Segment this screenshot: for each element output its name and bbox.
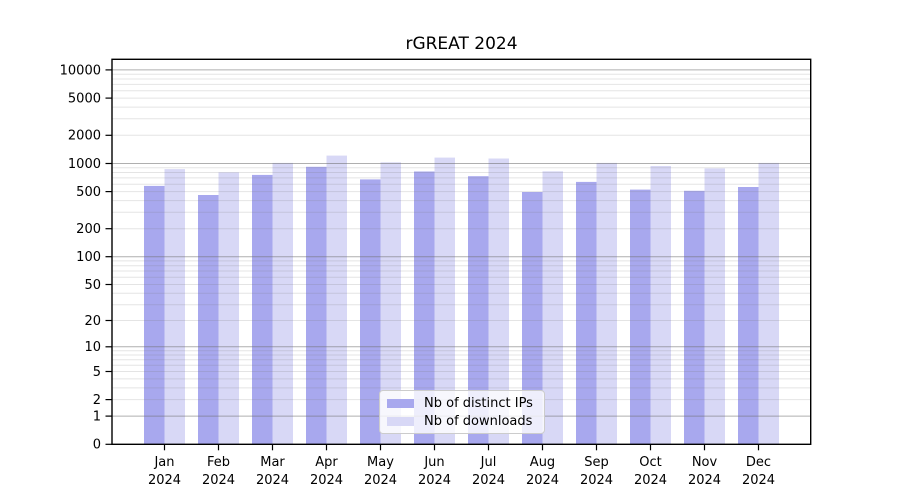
- bar-jan-distinct-ips: [144, 185, 165, 445]
- y-tick-label: 2000: [68, 129, 101, 144]
- bar-jul-downloads: [488, 158, 509, 445]
- bar-apr-downloads: [326, 155, 347, 445]
- bar-dec-downloads: [758, 162, 779, 445]
- x-tick-label: May 2024: [364, 455, 397, 488]
- y-tick-label: 10000: [60, 63, 101, 78]
- y-tick-label: 2: [93, 393, 101, 408]
- bar-jul-distinct-ips: [468, 176, 489, 445]
- x-tick-label: Apr 2024: [310, 455, 343, 488]
- y-tick-label: 200: [76, 222, 101, 237]
- bar-may-distinct-ips: [360, 179, 381, 445]
- bar-sep-distinct-ips: [576, 181, 597, 445]
- y-tick-label: 500: [76, 185, 101, 200]
- bar-aug-distinct-ips: [522, 192, 543, 445]
- legend-row-distinct-ips: Nb of distinct IPs: [387, 397, 544, 410]
- y-tick-label: 5: [93, 365, 101, 380]
- y-tick-label: 50: [84, 278, 101, 293]
- y-tick-label: 100: [76, 250, 101, 265]
- legend: Nb of distinct IPs Nb of downloads: [379, 390, 545, 434]
- y-tick-label: 20: [84, 314, 101, 329]
- bar-jun-downloads: [434, 157, 455, 445]
- x-tick-label: Jul 2024: [472, 455, 505, 488]
- bar-may-downloads: [380, 162, 401, 445]
- y-tick-label: 10: [84, 340, 101, 355]
- axes-layer: [105, 58, 812, 451]
- bar-feb-distinct-ips: [198, 195, 219, 445]
- legend-label-downloads: Nb of downloads: [424, 413, 533, 429]
- bar-sep-downloads: [596, 162, 617, 445]
- x-tick-label: Jan 2024: [148, 455, 181, 488]
- y-tick-label: 1: [93, 410, 101, 425]
- bar-oct-distinct-ips: [630, 189, 651, 445]
- x-tick-label: Feb 2024: [202, 455, 235, 488]
- bar-aug-downloads: [542, 171, 563, 445]
- legend-swatch-downloads: [387, 416, 414, 426]
- x-tick-label: Sep 2024: [580, 455, 613, 488]
- y-tick-label: 0: [93, 438, 101, 453]
- bar-dec-distinct-ips: [738, 187, 759, 445]
- x-tick-label: Mar 2024: [256, 455, 289, 488]
- legend-row-downloads: Nb of downloads: [387, 415, 544, 428]
- tick-labels-layer: 0 1 2 5 10 20 50 100 200 500 1000 2000 5000 10000 Jan 2…: [60, 63, 775, 488]
- x-tick-label: Jun 2024: [418, 455, 451, 488]
- bar-nov-downloads: [704, 168, 725, 445]
- x-tick-label: Aug 2024: [526, 455, 559, 488]
- x-tick-label: Dec 2024: [742, 455, 775, 488]
- bar-apr-distinct-ips: [306, 166, 327, 445]
- bar-jan-downloads: [164, 169, 185, 445]
- x-tick-label: Oct 2024: [634, 455, 667, 488]
- bar-mar-distinct-ips: [252, 174, 273, 445]
- y-tick-label: 5000: [68, 92, 101, 107]
- y-tick-label: 1000: [68, 157, 101, 172]
- legend-swatch-distinct-ips: [387, 398, 414, 408]
- chart-title: rGREAT 2024: [405, 34, 518, 54]
- bar-oct-downloads: [650, 166, 671, 445]
- bar-mar-downloads: [272, 162, 293, 445]
- bar-jun-distinct-ips: [414, 171, 435, 445]
- plot-frame: [111, 58, 812, 445]
- x-tick-label: Nov 2024: [688, 455, 721, 488]
- bars-layer: [144, 155, 779, 445]
- bar-nov-distinct-ips: [684, 190, 705, 445]
- bar-feb-downloads: [218, 172, 239, 445]
- legend-label-distinct-ips: Nb of distinct IPs: [424, 395, 533, 411]
